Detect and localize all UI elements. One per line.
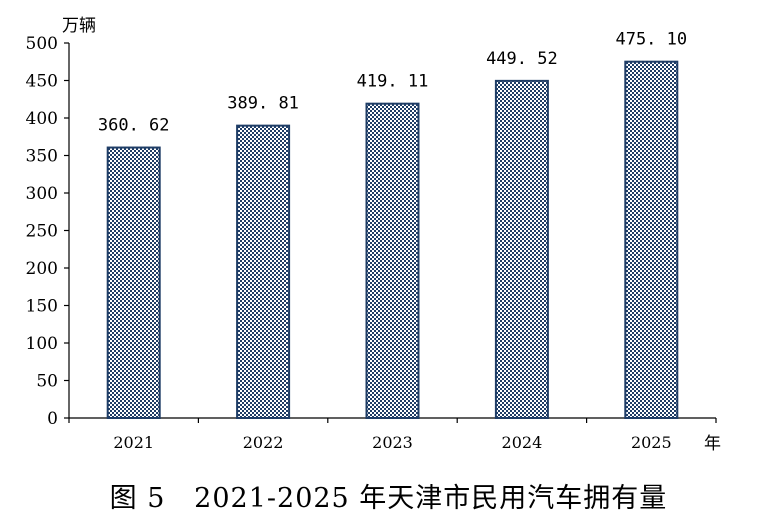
x-tick-label-2021: 2021 [113,433,154,452]
bar-2021 [106,146,161,419]
labels: 0 50 100 150 200 250 300 350 400 450 500 360. 62 202… [26,16,721,454]
axes [64,42,717,423]
y-tick-label: 150 [26,297,58,317]
bar-2023 [365,102,420,419]
x-tick-label-2022: 2022 [243,433,284,452]
y-tick-label: 100 [26,334,58,354]
y-tick-label: 400 [26,109,58,129]
data-label-2022: 389. 81 [227,94,299,114]
figure-caption: 图 5 2021-2025 年天津市民用汽车拥有量 [109,483,668,514]
data-label-2021: 360. 62 [98,116,170,136]
data-label-2024: 449. 52 [486,49,558,69]
x-tick-label-2024: 2024 [502,433,543,452]
data-label-2023: 419. 11 [357,72,429,92]
y-tick-label: 200 [26,259,58,279]
x-tick-label-2023: 2023 [372,433,413,452]
x-tick-label-2025: 2025 [631,433,672,452]
x-axis-unit-label: 年 [704,434,721,454]
bar-2024 [494,79,549,420]
data-label-2025: 475. 10 [615,30,687,50]
y-axis-unit-label: 万辆 [62,16,96,36]
bar-2022 [236,124,291,420]
bars [106,60,679,420]
bar-2025 [624,60,679,420]
y-tick-label: 500 [26,34,58,54]
y-tick-label: 0 [47,409,58,429]
y-tick-label: 350 [26,147,58,167]
y-tick-label: 450 [26,72,58,92]
y-tick-label: 300 [26,184,58,204]
y-tick-label: 50 [36,372,58,392]
y-tick-label: 250 [26,222,58,242]
